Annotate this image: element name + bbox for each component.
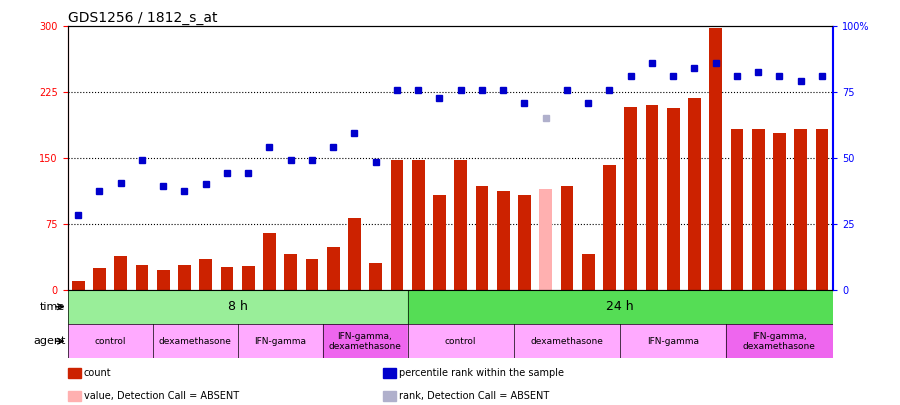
Text: dexamethasone: dexamethasone — [530, 337, 603, 346]
Bar — [794, 129, 807, 290]
Bar — [72, 281, 85, 290]
Bar — [93, 268, 106, 290]
Bar — [242, 266, 255, 290]
Bar — [752, 129, 764, 290]
Text: IFN-gamma: IFN-gamma — [254, 337, 306, 346]
Bar — [581, 254, 595, 290]
Text: IFN-gamma,
dexamethasone: IFN-gamma, dexamethasone — [742, 332, 815, 351]
Text: time: time — [40, 302, 66, 312]
Text: 8 h: 8 h — [228, 300, 248, 313]
Text: IFN-gamma,
dexamethasone: IFN-gamma, dexamethasone — [328, 332, 401, 351]
Bar — [178, 265, 191, 290]
Bar — [199, 259, 212, 290]
Bar — [709, 28, 722, 290]
Text: dexamethasone: dexamethasone — [158, 337, 231, 346]
Bar — [620, 324, 726, 358]
Bar — [815, 129, 828, 290]
Bar — [773, 133, 786, 290]
Bar — [731, 129, 743, 290]
Bar — [391, 160, 403, 290]
Bar — [645, 105, 658, 290]
Bar — [152, 324, 238, 358]
Bar — [220, 267, 233, 290]
Text: agent: agent — [33, 336, 66, 346]
Text: IFN-gamma: IFN-gamma — [647, 337, 699, 346]
Bar — [238, 324, 322, 358]
Bar — [68, 290, 408, 324]
Bar — [454, 160, 467, 290]
Bar — [475, 186, 488, 290]
Bar — [514, 324, 620, 358]
Text: value, Detection Call = ABSENT: value, Detection Call = ABSENT — [84, 391, 238, 401]
Bar — [408, 324, 514, 358]
Bar — [348, 217, 361, 290]
Bar — [726, 324, 832, 358]
Bar — [411, 160, 425, 290]
Bar — [322, 324, 408, 358]
Bar — [688, 98, 701, 290]
Text: 24 h: 24 h — [607, 300, 634, 313]
Text: control: control — [445, 337, 476, 346]
Bar — [625, 107, 637, 290]
Bar — [327, 247, 339, 290]
Bar — [305, 259, 319, 290]
Bar — [157, 270, 169, 290]
Bar — [539, 189, 552, 290]
Bar — [68, 324, 152, 358]
Bar — [369, 263, 382, 290]
Bar — [667, 108, 680, 290]
Bar — [284, 254, 297, 290]
Bar — [136, 265, 149, 290]
Text: percentile rank within the sample: percentile rank within the sample — [399, 368, 563, 378]
Bar — [263, 232, 275, 290]
Bar — [497, 191, 509, 290]
Bar — [561, 186, 573, 290]
Bar — [518, 195, 531, 290]
Bar — [603, 165, 616, 290]
Bar — [433, 195, 446, 290]
Bar — [408, 290, 832, 324]
Text: count: count — [84, 368, 112, 378]
Text: control: control — [94, 337, 126, 346]
Text: rank, Detection Call = ABSENT: rank, Detection Call = ABSENT — [399, 391, 549, 401]
Bar — [114, 256, 127, 290]
Text: GDS1256 / 1812_s_at: GDS1256 / 1812_s_at — [68, 11, 217, 25]
